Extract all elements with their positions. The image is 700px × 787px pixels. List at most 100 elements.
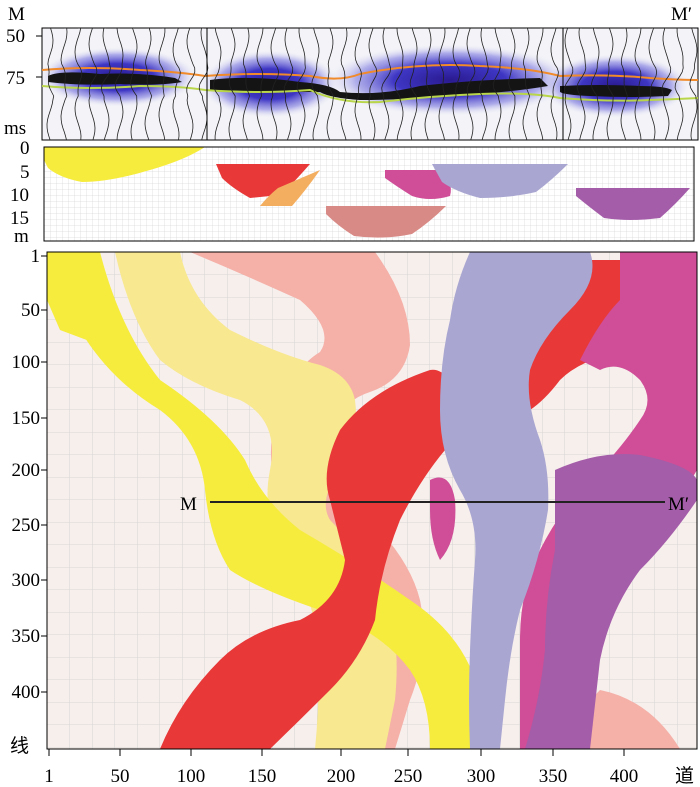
seismic-trace (354, 28, 362, 140)
seismic-trace (340, 28, 348, 140)
depth-tick-0: 0 (20, 138, 30, 159)
seismic-trace (296, 28, 306, 140)
seismic-trace (576, 28, 587, 140)
seismic-tick-50: 50 (6, 26, 25, 47)
geobody-lavender (432, 164, 568, 198)
seismic-unit-label: ms (4, 118, 26, 139)
horizon-top (42, 64, 698, 81)
depth-unit-label: m (14, 226, 29, 247)
seismic-trace (620, 28, 628, 140)
seismic-image (42, 28, 698, 140)
depth-frame (43, 146, 695, 242)
depth-tick-15: 15 (10, 208, 29, 229)
channel-magenta-small (430, 477, 456, 560)
seismic-trace (606, 28, 614, 140)
seismic-trace (590, 28, 600, 140)
seismic-trace (242, 28, 250, 140)
seismic-trace (394, 28, 404, 140)
map-x-tick-label: 100 (177, 766, 206, 787)
seismic-trace (172, 28, 181, 140)
map-y-tick-label: 1 (31, 246, 41, 267)
seismic-trace (689, 28, 698, 140)
map-y-tick-label: 200 (12, 460, 41, 481)
geobody-magenta (385, 170, 451, 199)
seismic-trace (212, 28, 222, 140)
seismic-trace (438, 28, 446, 140)
map-y-axis-label: 线 (10, 735, 29, 757)
map-x-axis-label: 道 (675, 765, 694, 787)
map-x-tick-label: 50 (111, 766, 130, 787)
seismic-trace (256, 28, 264, 140)
seismic-trace (311, 28, 320, 140)
seismic-trace (100, 28, 111, 140)
section-line-label-end: M′ (668, 494, 689, 515)
geobody-red (216, 164, 310, 198)
geobody-purple (576, 188, 690, 220)
seismic-wiggle-traces (46, 28, 698, 140)
seismic-trace (674, 28, 684, 140)
seismic-trace (648, 28, 658, 140)
section-start-marker: M (8, 4, 25, 25)
seismic-trace (326, 28, 334, 140)
seismic-trace (186, 28, 196, 140)
map-y-tick-label: 100 (12, 352, 41, 373)
map-y-tick-label: 150 (12, 408, 41, 429)
section-line-label-start: M (180, 494, 197, 515)
seismic-trace (536, 28, 544, 140)
seismic-trace (144, 28, 153, 140)
seismic-trace (270, 28, 280, 140)
seismic-trace (158, 28, 166, 140)
seismic-trace (114, 28, 124, 140)
map-x-ticks: 1 50 100 150 200 250 300 350 400 (44, 749, 638, 787)
channel-red (160, 369, 452, 749)
seismic-trace (130, 28, 138, 140)
seismic-trace (381, 28, 392, 140)
seismic-trace (452, 28, 461, 140)
depth-panel: 0 5 10 15 m (10, 138, 695, 247)
depth-tick-10: 10 (10, 185, 29, 206)
seismic-trace (478, 28, 489, 140)
map-y-tick-label: 300 (12, 570, 41, 591)
map-y-tick-label: 350 (12, 626, 41, 647)
seismic-trace (550, 28, 559, 140)
seismic-trace (492, 28, 502, 140)
seismic-trace (409, 28, 418, 140)
channel-lavender (440, 252, 593, 749)
channel-yellow-edge (47, 252, 100, 345)
seismic-trace (634, 28, 642, 140)
seismic-trace (74, 28, 83, 140)
map-x-tick-label: 250 (394, 766, 423, 787)
seismic-trace (60, 28, 68, 140)
seismic-trace (88, 28, 98, 140)
map-x-tick-label: 200 (327, 766, 356, 787)
depth-geobodies (44, 147, 690, 238)
map-frame (46, 251, 698, 750)
seismic-trace (46, 28, 55, 140)
geobody-orange (260, 170, 320, 206)
seismic-trace (564, 28, 574, 140)
seismic-tick-75: 75 (6, 68, 25, 89)
seismic-trace (283, 28, 294, 140)
depth-tick-5: 5 (20, 162, 30, 183)
section-end-marker: M′ (671, 4, 692, 25)
geobody-rose (326, 206, 446, 238)
map-y-tick-label: 400 (12, 682, 41, 703)
seismic-trace (424, 28, 433, 140)
reflector-segment-3 (560, 85, 672, 97)
horizon-bottom (42, 84, 698, 104)
seismic-panel: M M′ 50 75 ms (4, 4, 699, 141)
map-x-tick-label: 350 (539, 766, 568, 787)
seismic-trace (508, 28, 516, 140)
seismic-trace (228, 28, 236, 140)
map-y-tick-label: 250 (12, 515, 41, 536)
seismic-trace (522, 28, 531, 140)
seismic-trace (368, 28, 378, 140)
map-x-tick-label: 1 (44, 766, 54, 787)
channel-purple (525, 454, 697, 749)
map-y-tick-label: 50 (21, 300, 40, 321)
geobody-yellow (44, 147, 205, 182)
seismic-trace (661, 28, 672, 140)
